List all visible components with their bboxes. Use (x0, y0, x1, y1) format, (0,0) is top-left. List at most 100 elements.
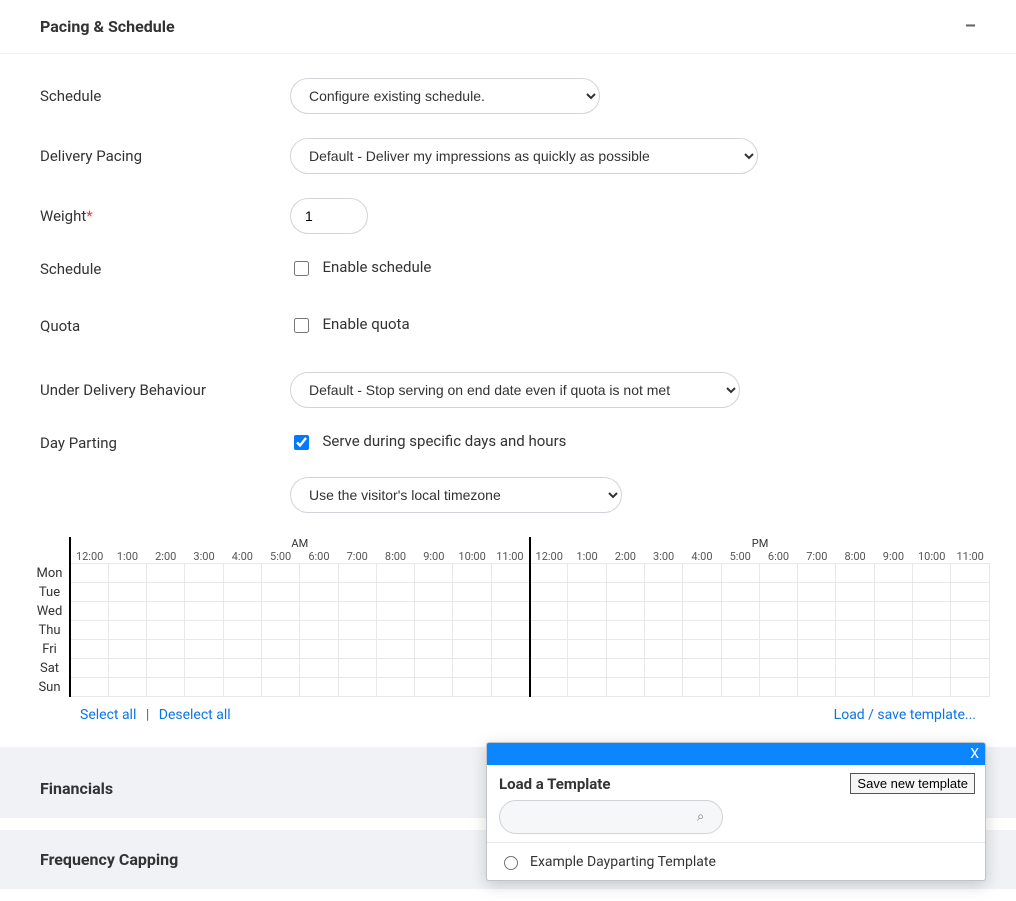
dayparting-cell[interactable] (338, 659, 376, 678)
dayparting-cell[interactable] (338, 564, 376, 583)
dayparting-cell[interactable] (759, 564, 797, 583)
dayparting-cell[interactable] (951, 640, 990, 659)
dayparting-cell[interactable] (261, 564, 299, 583)
dayparting-cell[interactable] (913, 640, 951, 659)
dayparting-cell[interactable] (913, 564, 951, 583)
dayparting-cell[interactable] (530, 602, 568, 621)
dayparting-cell[interactable] (415, 640, 453, 659)
dayparting-cell[interactable] (606, 640, 644, 659)
dayparting-cell[interactable] (147, 602, 185, 621)
dayparting-cell[interactable] (147, 621, 185, 640)
dayparting-cell[interactable] (338, 678, 376, 697)
dayparting-cell[interactable] (721, 602, 759, 621)
dayparting-cell[interactable] (568, 659, 606, 678)
select-all-link[interactable]: Select all (80, 707, 136, 723)
dayparting-cell[interactable] (530, 583, 568, 602)
dayparting-cell[interactable] (530, 640, 568, 659)
schedule-select[interactable]: Configure existing schedule. (290, 78, 600, 114)
dayparting-cell[interactable] (683, 621, 721, 640)
dayparting-cell[interactable] (951, 564, 990, 583)
save-new-template-button[interactable]: Save new template (850, 773, 975, 794)
dayparting-cell[interactable] (376, 621, 414, 640)
dayparting-cell[interactable] (376, 583, 414, 602)
dayparting-cell[interactable] (759, 640, 797, 659)
dayparting-cell[interactable] (453, 564, 491, 583)
dayparting-cell[interactable] (721, 640, 759, 659)
dayparting-cell[interactable] (644, 621, 682, 640)
template-search-input[interactable] (499, 800, 723, 834)
dayparting-cell[interactable] (644, 678, 682, 697)
dayparting-cell[interactable] (453, 678, 491, 697)
dayparting-cell[interactable] (223, 678, 261, 697)
dayparting-cell[interactable] (70, 621, 108, 640)
dayparting-cell[interactable] (491, 602, 529, 621)
dayparting-cell[interactable] (453, 640, 491, 659)
dayparting-cell[interactable] (185, 621, 223, 640)
dayparting-cell[interactable] (798, 564, 836, 583)
dayparting-cell[interactable] (530, 621, 568, 640)
dayparting-cell[interactable] (798, 640, 836, 659)
dayparting-cell[interactable] (223, 659, 261, 678)
dayparting-cell[interactable] (913, 678, 951, 697)
dayparting-cell[interactable] (759, 659, 797, 678)
dayparting-cell[interactable] (568, 564, 606, 583)
dayparting-cell[interactable] (798, 621, 836, 640)
dayparting-cell[interactable] (415, 659, 453, 678)
dayparting-cell[interactable] (530, 678, 568, 697)
dayparting-cell[interactable] (223, 583, 261, 602)
dayparting-cell[interactable] (913, 659, 951, 678)
dayparting-cell[interactable] (836, 583, 874, 602)
dayparting-cell[interactable] (874, 564, 912, 583)
dayparting-cell[interactable] (606, 659, 644, 678)
dayparting-cell[interactable] (185, 640, 223, 659)
dayparting-cell[interactable] (108, 678, 146, 697)
dayparting-cell[interactable] (300, 583, 338, 602)
dayparting-cell[interactable] (376, 564, 414, 583)
dayparting-cell[interactable] (874, 640, 912, 659)
dayparting-cell[interactable] (530, 659, 568, 678)
dayparting-cell[interactable] (491, 621, 529, 640)
day-parting-checkbox[interactable] (294, 435, 309, 450)
dayparting-cell[interactable] (683, 583, 721, 602)
dayparting-cell[interactable] (70, 659, 108, 678)
dayparting-cell[interactable] (759, 621, 797, 640)
dayparting-cell[interactable] (453, 583, 491, 602)
dayparting-cell[interactable] (147, 659, 185, 678)
dayparting-cell[interactable] (759, 583, 797, 602)
dayparting-cell[interactable] (415, 678, 453, 697)
dayparting-cell[interactable] (836, 602, 874, 621)
dayparting-cell[interactable] (185, 564, 223, 583)
dayparting-cell[interactable] (644, 640, 682, 659)
dayparting-cell[interactable] (606, 564, 644, 583)
dayparting-cell[interactable] (644, 659, 682, 678)
dayparting-cell[interactable] (913, 583, 951, 602)
dayparting-cell[interactable] (453, 621, 491, 640)
dayparting-cell[interactable] (683, 678, 721, 697)
dayparting-cell[interactable] (185, 583, 223, 602)
dayparting-cell[interactable] (644, 602, 682, 621)
dayparting-cell[interactable] (185, 659, 223, 678)
dayparting-cell[interactable] (147, 583, 185, 602)
dayparting-cell[interactable] (913, 621, 951, 640)
dayparting-cell[interactable] (568, 640, 606, 659)
dayparting-cell[interactable] (415, 583, 453, 602)
dayparting-cell[interactable] (606, 621, 644, 640)
dayparting-cell[interactable] (798, 659, 836, 678)
dayparting-cell[interactable] (606, 583, 644, 602)
dayparting-cell[interactable] (721, 621, 759, 640)
dayparting-cell[interactable] (108, 640, 146, 659)
delivery-pacing-select[interactable]: Default - Deliver my impressions as quic… (290, 138, 758, 174)
close-icon[interactable]: X (970, 746, 979, 762)
dayparting-cell[interactable] (376, 678, 414, 697)
dayparting-cell[interactable] (606, 602, 644, 621)
dayparting-cell[interactable] (261, 602, 299, 621)
dayparting-cell[interactable] (108, 602, 146, 621)
dayparting-cell[interactable] (491, 640, 529, 659)
dayparting-cell[interactable] (223, 621, 261, 640)
dayparting-cell[interactable] (759, 602, 797, 621)
dayparting-cell[interactable] (300, 602, 338, 621)
dayparting-cell[interactable] (223, 602, 261, 621)
dayparting-cell[interactable] (261, 659, 299, 678)
dayparting-cell[interactable] (683, 564, 721, 583)
dayparting-cell[interactable] (376, 640, 414, 659)
